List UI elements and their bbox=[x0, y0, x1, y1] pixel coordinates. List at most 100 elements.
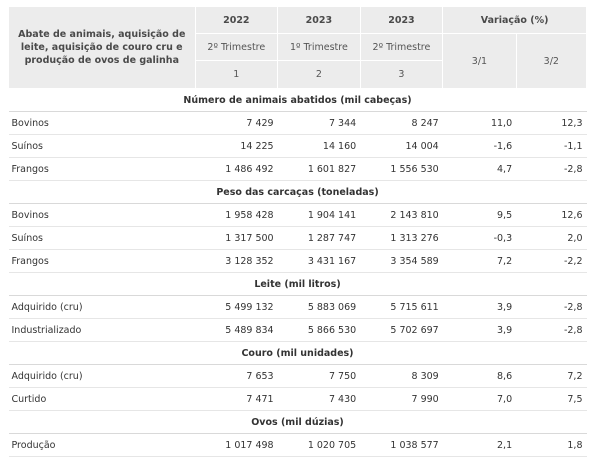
table-row: Adquirido (cru) 5 499 132 5 883 069 5 71… bbox=[8, 295, 587, 319]
row-label: Industrializado bbox=[8, 318, 196, 342]
cell-variation: 3,9 bbox=[442, 318, 517, 342]
cell-value: 14 225 bbox=[195, 134, 278, 158]
cell-value: 1 556 530 bbox=[360, 157, 443, 181]
section-title: Peso das carcaças (toneladas) bbox=[8, 180, 587, 204]
cell-variation: -0,3 bbox=[442, 226, 517, 250]
cell-value: 5 499 132 bbox=[195, 295, 278, 319]
cell-value: 5 866 530 bbox=[277, 318, 361, 342]
cell-variation: 4,7 bbox=[442, 157, 517, 181]
section-title: Leite (mil litros) bbox=[8, 272, 587, 296]
cell-value: 5 489 834 bbox=[195, 318, 278, 342]
header-quarter-1: 2º Trimestre bbox=[194, 33, 279, 61]
row-label: Bovinos bbox=[8, 203, 196, 227]
cell-variation: 7,5 bbox=[516, 387, 587, 411]
header-year-2: 2023 bbox=[277, 6, 361, 34]
cell-variation: 12,3 bbox=[516, 111, 587, 135]
table-row: Bovinos 7 429 7 344 8 247 11,0 12,3 bbox=[8, 111, 587, 135]
cell-variation: -2,8 bbox=[516, 318, 587, 342]
table-row: Curtido 7 471 7 430 7 990 7,0 7,5 bbox=[8, 387, 587, 411]
table-header: Abate de animais, aquisição de leite, aq… bbox=[8, 6, 588, 89]
section-header: Leite (mil litros) bbox=[8, 272, 587, 296]
header-corner-label: Abate de animais, aquisição de leite, aq… bbox=[8, 6, 196, 89]
header-variation: Variação (%) bbox=[442, 6, 587, 34]
cell-value: 5 883 069 bbox=[277, 295, 361, 319]
table-row: Bovinos 1 958 428 1 904 141 2 143 810 9,… bbox=[8, 203, 587, 227]
cell-variation: -2,8 bbox=[516, 157, 587, 181]
cell-value: 14 160 bbox=[277, 134, 361, 158]
table-row: Suínos 14 225 14 160 14 004 -1,6 -1,1 bbox=[8, 134, 587, 158]
cell-value: 1 904 141 bbox=[277, 203, 361, 227]
header-index-3: 3 bbox=[359, 60, 444, 89]
cell-variation: 7,2 bbox=[516, 364, 587, 388]
header-ratio-3-1: 3/1 bbox=[442, 33, 517, 89]
cell-value: 14 004 bbox=[360, 134, 443, 158]
row-label: Frangos bbox=[8, 157, 196, 181]
row-label: Curtido bbox=[8, 387, 196, 411]
cell-variation: 3,9 bbox=[442, 295, 517, 319]
cell-value: 5 715 611 bbox=[360, 295, 443, 319]
cell-value: 7 990 bbox=[360, 387, 443, 411]
table-row: Industrializado 5 489 834 5 866 530 5 70… bbox=[8, 318, 587, 342]
cell-value: 1 020 705 bbox=[277, 433, 361, 457]
table-row: Produção 1 017 498 1 020 705 1 038 577 2… bbox=[8, 433, 587, 457]
header-index-2: 2 bbox=[277, 60, 361, 89]
cell-value: 3 431 167 bbox=[277, 249, 361, 273]
cell-value: 2 143 810 bbox=[360, 203, 443, 227]
row-label: Suínos bbox=[8, 134, 196, 158]
table-row: Frangos 1 486 492 1 601 827 1 556 530 4,… bbox=[8, 157, 587, 181]
cell-value: 1 317 500 bbox=[195, 226, 278, 250]
cell-value: 7 429 bbox=[195, 111, 278, 135]
section-header: Couro (mil unidades) bbox=[8, 341, 587, 365]
cell-value: 8 309 bbox=[360, 364, 443, 388]
cell-variation: 2,0 bbox=[516, 226, 587, 250]
row-label: Produção bbox=[8, 433, 196, 457]
cell-value: 7 750 bbox=[277, 364, 361, 388]
cell-value: 7 430 bbox=[277, 387, 361, 411]
cell-value: 7 653 bbox=[195, 364, 278, 388]
cell-variation: 1,8 bbox=[516, 433, 587, 457]
cell-value: 3 128 352 bbox=[195, 249, 278, 273]
row-label: Adquirido (cru) bbox=[8, 295, 196, 319]
row-label: Suínos bbox=[8, 226, 196, 250]
table-row: Adquirido (cru) 7 653 7 750 8 309 8,6 7,… bbox=[8, 364, 587, 388]
cell-value: 1 601 827 bbox=[277, 157, 361, 181]
row-label: Bovinos bbox=[8, 111, 196, 135]
cell-variation: 7,0 bbox=[442, 387, 517, 411]
cell-variation: -2,8 bbox=[516, 295, 587, 319]
cell-variation: 2,1 bbox=[442, 433, 517, 457]
cell-value: 8 247 bbox=[360, 111, 443, 135]
section-title: Ovos (mil dúzias) bbox=[8, 410, 587, 434]
cell-value: 7 471 bbox=[195, 387, 278, 411]
cell-variation: 8,6 bbox=[442, 364, 517, 388]
section-title: Número de animais abatidos (mil cabeças) bbox=[8, 88, 587, 112]
cell-variation: -1,1 bbox=[516, 134, 587, 158]
cell-value: 3 354 589 bbox=[360, 249, 443, 273]
cell-value: 1 017 498 bbox=[195, 433, 278, 457]
statistics-table: Abate de animais, aquisição de leite, aq… bbox=[8, 6, 588, 457]
cell-value: 1 486 492 bbox=[195, 157, 278, 181]
table-row: Suínos 1 317 500 1 287 747 1 313 276 -0,… bbox=[8, 226, 587, 250]
cell-value: 1 038 577 bbox=[360, 433, 443, 457]
cell-value: 7 344 bbox=[277, 111, 361, 135]
cell-variation: 7,2 bbox=[442, 249, 517, 273]
section-header: Número de animais abatidos (mil cabeças) bbox=[8, 88, 587, 112]
cell-variation: 12,6 bbox=[516, 203, 587, 227]
cell-value: 1 958 428 bbox=[195, 203, 278, 227]
table-row: Frangos 3 128 352 3 431 167 3 354 589 7,… bbox=[8, 249, 587, 273]
table-body: Número de animais abatidos (mil cabeças)… bbox=[8, 88, 587, 457]
section-header: Peso das carcaças (toneladas) bbox=[8, 180, 587, 204]
row-label: Adquirido (cru) bbox=[8, 364, 196, 388]
cell-variation: 11,0 bbox=[442, 111, 517, 135]
cell-value: 5 702 697 bbox=[360, 318, 443, 342]
cell-variation: -1,6 bbox=[442, 134, 517, 158]
header-ratio-3-2: 3/2 bbox=[515, 33, 588, 89]
section-header: Ovos (mil dúzias) bbox=[8, 410, 587, 434]
cell-value: 1 287 747 bbox=[277, 226, 361, 250]
header-quarter-3: 2º Trimestre bbox=[359, 33, 444, 61]
header-index-1: 1 bbox=[194, 60, 279, 89]
row-label: Frangos bbox=[8, 249, 196, 273]
cell-variation: 9,5 bbox=[442, 203, 517, 227]
header-quarter-2: 1º Trimestre bbox=[277, 33, 361, 61]
header-year-3: 2023 bbox=[359, 6, 444, 34]
header-year-1: 2022 bbox=[194, 6, 279, 34]
